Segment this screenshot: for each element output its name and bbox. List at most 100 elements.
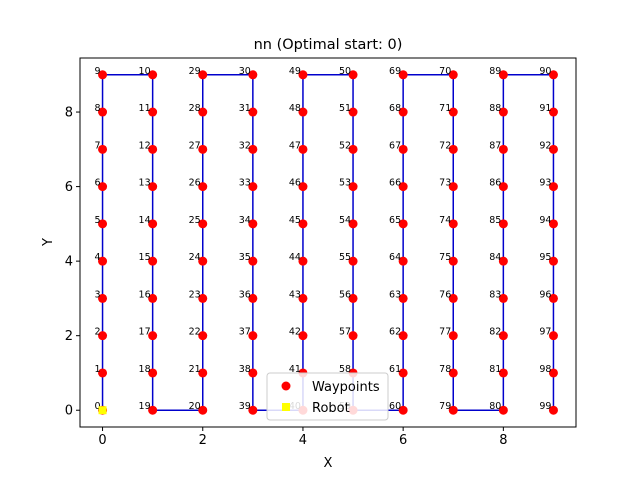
waypoint-marker: [448, 70, 458, 80]
waypoint-marker: [498, 293, 508, 303]
waypoint-label: 30: [239, 66, 251, 77]
waypoint-marker: [98, 293, 108, 303]
waypoint-label: 50: [339, 66, 351, 77]
waypoint-label: 1: [94, 364, 100, 375]
waypoint-label: 55: [339, 252, 351, 263]
waypoint-label: 11: [139, 103, 151, 114]
waypoint-label: 37: [239, 327, 251, 338]
waypoint-label: 79: [439, 401, 451, 412]
waypoint-label: 10: [139, 66, 151, 77]
waypoint-marker: [498, 331, 508, 341]
waypoint-label: 35: [239, 252, 251, 263]
waypoint-marker: [98, 144, 108, 154]
waypoint-label: 24: [189, 252, 201, 263]
waypoint-marker: [298, 219, 308, 229]
waypoint-marker: [548, 70, 558, 80]
waypoint-marker: [398, 182, 408, 192]
waypoint-label: 33: [239, 178, 251, 189]
waypoint-label: 0: [94, 401, 100, 412]
waypoint-label: 32: [239, 140, 251, 151]
waypoint-label: 8: [94, 103, 100, 114]
waypoint-label: 86: [489, 178, 501, 189]
waypoint-label: 25: [189, 215, 201, 226]
waypoint-label: 76: [439, 289, 451, 300]
legend-waypoints-label: Waypoints: [312, 380, 380, 395]
waypoint-label: 7: [94, 140, 100, 151]
y-tick-label: 8: [65, 106, 73, 121]
waypoint-label: 84: [489, 252, 501, 263]
waypoint-marker: [198, 144, 208, 154]
waypoint-marker: [198, 256, 208, 266]
x-tick-label: 4: [299, 433, 307, 448]
waypoint-marker: [298, 331, 308, 341]
waypoint-label: 72: [439, 140, 451, 151]
waypoint-label: 15: [139, 252, 151, 263]
waypoint-label: 60: [389, 401, 401, 412]
waypoint-marker: [548, 331, 558, 341]
waypoint-marker: [348, 331, 358, 341]
waypoint-label: 57: [339, 327, 351, 338]
waypoint-marker: [548, 219, 558, 229]
waypoint-marker: [448, 144, 458, 154]
waypoint-marker: [398, 405, 408, 415]
waypoint-marker: [148, 219, 158, 229]
waypoint-marker: [198, 293, 208, 303]
waypoint-marker: [198, 107, 208, 117]
waypoint-label: 85: [489, 215, 501, 226]
waypoint-marker: [498, 256, 508, 266]
waypoint-label: 14: [139, 215, 151, 226]
waypoint-marker: [198, 331, 208, 341]
waypoint-label: 27: [189, 140, 201, 151]
x-tick-label: 2: [199, 433, 207, 448]
waypoint-marker: [298, 182, 308, 192]
waypoint-marker: [498, 219, 508, 229]
waypoint-label: 96: [539, 289, 551, 300]
waypoint-label: 82: [489, 327, 501, 338]
waypoint-marker: [398, 219, 408, 229]
waypoint-label: 73: [439, 178, 451, 189]
waypoint-marker: [98, 182, 108, 192]
waypoint-label: 63: [389, 289, 401, 300]
waypoint-label: 46: [289, 178, 301, 189]
waypoint-marker: [198, 182, 208, 192]
waypoint-marker: [498, 405, 508, 415]
waypoint-label: 5: [94, 215, 100, 226]
waypoint-label: 38: [239, 364, 251, 375]
waypoint-label: 69: [389, 66, 401, 77]
waypoint-label: 90: [539, 66, 551, 77]
y-axis-label: Y: [41, 238, 56, 247]
robot-marker: [98, 406, 107, 415]
y-tick-label: 0: [65, 404, 73, 419]
waypoint-label: 36: [239, 289, 251, 300]
waypoint-label: 78: [439, 364, 451, 375]
waypoint-label: 62: [389, 327, 401, 338]
waypoint-label: 87: [489, 140, 501, 151]
waypoint-label: 4: [94, 252, 100, 263]
legend-waypoints-marker: [281, 381, 291, 391]
waypoint-label: 89: [489, 66, 501, 77]
waypoint-marker: [348, 144, 358, 154]
waypoint-marker: [348, 107, 358, 117]
waypoint-label: 99: [539, 401, 551, 412]
waypoint-label: 41: [289, 364, 301, 375]
legend-robot-marker: [282, 403, 290, 411]
waypoint-marker: [198, 368, 208, 378]
waypoint-label: 88: [489, 103, 501, 114]
waypoint-marker: [398, 368, 408, 378]
waypoint-marker: [348, 219, 358, 229]
waypoint-marker: [298, 70, 308, 80]
waypoint-marker: [548, 405, 558, 415]
waypoint-marker: [548, 368, 558, 378]
waypoint-label: 67: [389, 140, 401, 151]
waypoint-label: 83: [489, 289, 501, 300]
waypoint-label: 17: [139, 327, 151, 338]
waypoint-label: 45: [289, 215, 301, 226]
waypoint-marker: [148, 70, 158, 80]
waypoint-marker: [348, 293, 358, 303]
waypoint-marker: [98, 368, 108, 378]
waypoint-marker: [98, 107, 108, 117]
waypoint-marker: [348, 182, 358, 192]
waypoint-marker: [448, 219, 458, 229]
